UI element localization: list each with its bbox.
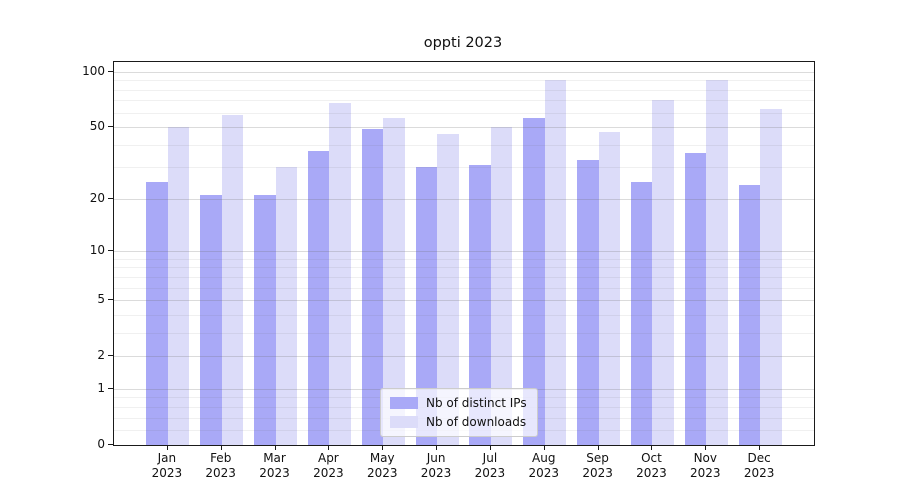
bar-downloads-jul <box>490 127 513 445</box>
x-tick-mark-mar <box>274 446 276 450</box>
x-tick-label-apr: Apr 2023 <box>313 451 344 480</box>
bar-downloads-jun <box>437 133 459 445</box>
x-tick-label-mar: Mar 2023 <box>259 451 290 480</box>
gridline-20 <box>114 198 814 200</box>
bar-distinct-ips-dec <box>738 184 761 445</box>
bar-distinct-ips-aug <box>523 118 545 445</box>
bar-distinct-ips-nov <box>684 153 707 445</box>
x-tick-mark-may <box>382 446 384 450</box>
x-tick-label-may: May 2023 <box>366 451 398 480</box>
bar-downloads-may <box>383 118 405 445</box>
y-tick-label-50: 50 <box>89 119 105 134</box>
x-tick-mark-jul <box>489 446 491 450</box>
gridline-5 <box>114 300 814 302</box>
gridline-80 <box>114 89 814 91</box>
bar-distinct-ips-jan <box>146 181 168 445</box>
y-tick-label-10: 10 <box>89 243 105 258</box>
legend-swatch-distinct-ips <box>390 397 418 409</box>
gridline-30 <box>114 167 814 169</box>
x-tick-label-jan: Jan 2023 <box>151 451 183 480</box>
y-tick-label-5: 5 <box>97 292 105 307</box>
bar-distinct-ips-jun <box>415 167 438 445</box>
gridline-70 <box>114 100 814 102</box>
x-tick-mark-jun <box>436 446 438 450</box>
x-tick-mark-apr <box>328 446 330 450</box>
x-tick-label-jul: Jul 2023 <box>474 451 506 480</box>
bar-downloads-sep <box>598 131 621 445</box>
gridline-9 <box>114 258 814 260</box>
x-tick-label-sep: Sep 2023 <box>582 451 613 480</box>
x-tick-label-feb: Feb 2023 <box>205 451 236 480</box>
bar-downloads-jan <box>167 127 190 445</box>
bar-distinct-ips-mar <box>254 195 276 445</box>
y-tick-mark-5 <box>108 299 113 301</box>
bar-downloads-dec <box>760 108 782 445</box>
bar-distinct-ips-jul <box>469 164 491 445</box>
bar-distinct-ips-feb <box>200 195 222 445</box>
x-tick-mark-nov <box>705 446 707 450</box>
legend-swatch-downloads <box>390 416 418 428</box>
legend-item-distinct-ips: Nb of distinct IPs <box>390 396 527 410</box>
gridline-40 <box>114 144 814 146</box>
y-tick-mark-10 <box>108 250 113 252</box>
legend: Nb of distinct IPs Nb of downloads <box>380 388 538 437</box>
y-tick-mark-20 <box>108 197 113 199</box>
y-tick-mark-2 <box>108 355 113 357</box>
y-tick-mark-0 <box>108 444 113 445</box>
x-tick-mark-dec <box>759 446 761 450</box>
x-tick-mark-feb <box>220 446 222 450</box>
x-tick-label-nov: Nov 2023 <box>690 451 721 480</box>
bar-distinct-ips-sep <box>577 159 599 445</box>
y-tick-label-0: 0 <box>97 437 105 451</box>
x-tick-label-aug: Aug 2023 <box>528 451 560 480</box>
chart-title: oppti 2023 <box>423 35 503 51</box>
x-tick-mark-oct <box>651 446 653 450</box>
gridline-90 <box>114 80 814 82</box>
plot-area <box>113 61 815 446</box>
y-tick-mark-100 <box>108 70 113 72</box>
gridline-7 <box>114 276 814 278</box>
bar-downloads-aug <box>544 80 567 445</box>
bar-downloads-oct <box>652 100 674 445</box>
gridline-100 <box>114 71 814 73</box>
x-tick-mark-sep <box>597 446 599 450</box>
gridline-3 <box>114 332 814 334</box>
y-tick-label-2: 2 <box>97 348 105 363</box>
y-tick-label-1: 1 <box>97 380 105 395</box>
x-tick-label-jun: Jun 2023 <box>420 451 452 480</box>
legend-label-downloads: Nb of downloads <box>426 415 527 429</box>
bar-downloads-nov <box>706 80 728 445</box>
bar-distinct-ips-apr <box>307 150 330 445</box>
bar-downloads-feb <box>221 115 244 445</box>
bar-distinct-ips-may <box>361 128 384 445</box>
gridline-2 <box>114 356 814 358</box>
gridline-4 <box>114 314 814 316</box>
bar-downloads-apr <box>329 102 351 445</box>
x-tick-label-oct: Oct 2023 <box>636 451 667 480</box>
legend-label-distinct-ips: Nb of distinct IPs <box>426 396 527 410</box>
gridline-60 <box>114 112 814 114</box>
gridline-6 <box>114 287 814 289</box>
bar-distinct-ips-oct <box>630 181 653 445</box>
y-tick-mark-50 <box>108 126 113 128</box>
y-tick-mark-1 <box>108 387 113 389</box>
legend-item-downloads: Nb of downloads <box>390 415 527 429</box>
y-tick-label-20: 20 <box>89 190 105 205</box>
x-tick-mark-jan <box>166 446 168 450</box>
gridline-10 <box>114 251 814 253</box>
y-tick-label-100: 100 <box>82 63 105 78</box>
gridline-8 <box>114 267 814 269</box>
x-tick-label-dec: Dec 2023 <box>743 451 775 480</box>
x-tick-mark-aug <box>543 446 545 450</box>
bar-downloads-mar <box>275 167 298 445</box>
gridline-50 <box>114 127 814 129</box>
